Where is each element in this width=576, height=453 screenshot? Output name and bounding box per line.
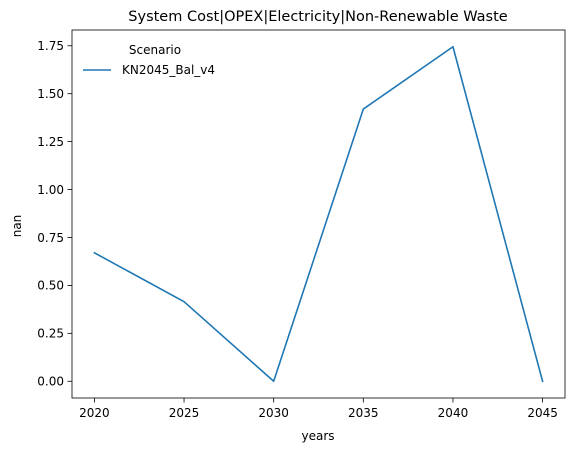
axes-frame <box>71 29 566 399</box>
x-tick-label-2025: 2025 <box>169 406 200 420</box>
chart-title: System Cost|OPEX|Electricity|Non-Renewab… <box>128 9 507 25</box>
x-axis-label: years <box>301 429 334 443</box>
x-tick-label-2035: 2035 <box>348 406 379 420</box>
x-tick-label-2030: 2030 <box>258 406 289 420</box>
plot-area: 2020 2025 2030 2035 2040 2045 0.00 0.25 0.50 0.75… <box>37 29 566 420</box>
y-tick-label-1.25: 1.25 <box>37 135 64 149</box>
y-axis-label: nan <box>10 215 24 238</box>
y-tick-label-0.50: 0.50 <box>37 279 64 293</box>
y-tick-label-0.25: 0.25 <box>37 327 64 341</box>
y-tick-label-1.75: 1.75 <box>37 39 64 53</box>
y-tick-label-1.50: 1.50 <box>37 87 64 101</box>
x-tick-label-2045: 2045 <box>527 406 558 420</box>
x-tick-label-2020: 2020 <box>79 406 110 420</box>
legend-title: Scenario <box>129 43 181 57</box>
y-tick-label-0.75: 0.75 <box>37 231 64 245</box>
y-tick-label-0.00: 0.00 <box>37 375 64 389</box>
series-line-kn2045-bal-v4 <box>93 45 544 383</box>
x-tick-label-2040: 2040 <box>438 406 469 420</box>
y-tick-label-1.00: 1.00 <box>37 183 64 197</box>
legend-label-kn2045-bal-v4: KN2045_Bal_v4 <box>122 63 215 77</box>
legend: Scenario KN2045_Bal_v4 <box>83 43 215 77</box>
